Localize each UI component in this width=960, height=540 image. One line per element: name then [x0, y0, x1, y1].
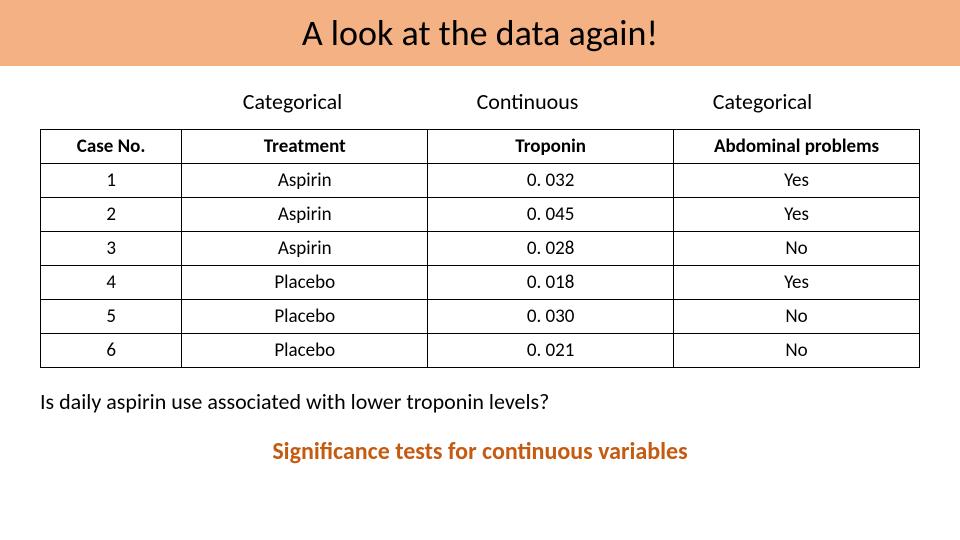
vartype-troponin: Continuous: [410, 88, 645, 115]
cell-abdominal: No: [674, 232, 920, 266]
table-header-row: Case No. Treatment Troponin Abdominal pr…: [41, 130, 920, 164]
variable-type-row: Categorical Continuous Categorical: [0, 88, 960, 115]
cell-treatment: Aspirin: [182, 164, 428, 198]
cell-treatment: Aspirin: [182, 198, 428, 232]
table-row: 1 Aspirin 0. 032 Yes: [41, 164, 920, 198]
significance-heading: Significance tests for continuous variab…: [0, 437, 960, 466]
cell-treatment: Aspirin: [182, 232, 428, 266]
cell-abdominal: No: [674, 334, 920, 368]
cell-treatment: Placebo: [182, 266, 428, 300]
cell-troponin: 0. 018: [428, 266, 674, 300]
data-table: Case No. Treatment Troponin Abdominal pr…: [40, 129, 920, 368]
cell-case: 2: [41, 198, 182, 232]
title-band: A look at the data again!: [0, 0, 960, 66]
table-row: 2 Aspirin 0. 045 Yes: [41, 198, 920, 232]
cell-troponin: 0. 030: [428, 300, 674, 334]
th-troponin: Troponin: [428, 130, 674, 164]
cell-abdominal: Yes: [674, 266, 920, 300]
cell-case: 5: [41, 300, 182, 334]
table-row: 3 Aspirin 0. 028 No: [41, 232, 920, 266]
cell-abdominal: No: [674, 300, 920, 334]
table-row: 5 Placebo 0. 030 No: [41, 300, 920, 334]
th-abdominal: Abdominal problems: [674, 130, 920, 164]
research-question: Is daily aspirin use associated with low…: [40, 388, 920, 415]
cell-case: 3: [41, 232, 182, 266]
cell-troponin: 0. 045: [428, 198, 674, 232]
table-row: 6 Placebo 0. 021 No: [41, 334, 920, 368]
vartype-abdominal: Categorical: [645, 88, 880, 115]
cell-troponin: 0. 021: [428, 334, 674, 368]
th-treatment: Treatment: [182, 130, 428, 164]
th-case-no: Case No.: [41, 130, 182, 164]
vt-spacer: [40, 88, 175, 115]
table-row: 4 Placebo 0. 018 Yes: [41, 266, 920, 300]
cell-abdominal: Yes: [674, 164, 920, 198]
cell-treatment: Placebo: [182, 300, 428, 334]
cell-treatment: Placebo: [182, 334, 428, 368]
cell-troponin: 0. 032: [428, 164, 674, 198]
cell-case: 1: [41, 164, 182, 198]
cell-case: 4: [41, 266, 182, 300]
cell-abdominal: Yes: [674, 198, 920, 232]
vartype-treatment: Categorical: [175, 88, 410, 115]
cell-troponin: 0. 028: [428, 232, 674, 266]
page-title: A look at the data again!: [302, 11, 658, 55]
cell-case: 6: [41, 334, 182, 368]
